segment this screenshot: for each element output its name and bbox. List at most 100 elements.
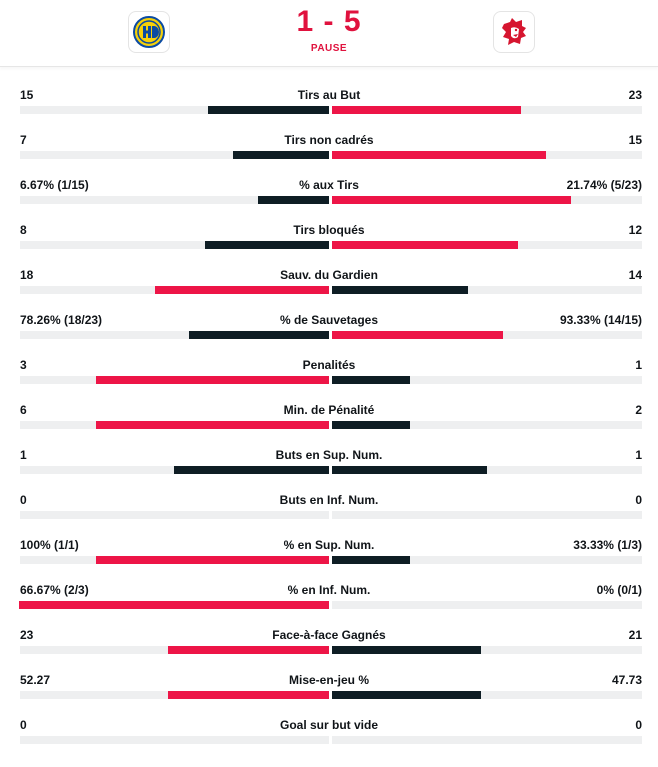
away-stat-value: 93.33% (14/15) xyxy=(559,313,642,327)
home-stat-value: 15 xyxy=(20,88,34,102)
stat-label: % de Sauvetages xyxy=(279,313,379,327)
stat-row: 1 Buts en Sup. Num. 1 xyxy=(0,427,658,474)
away-stat-bar-track xyxy=(332,646,642,654)
home-stat-bar-track xyxy=(19,601,329,609)
home-stat-bar-track xyxy=(20,241,329,249)
away-stat-value: 1 xyxy=(635,358,642,372)
stat-row: 0 Goal sur but vide 0 xyxy=(0,697,658,744)
away-team-logo[interactable] xyxy=(493,11,535,53)
stat-row: 15 Tirs au But 23 xyxy=(0,67,658,114)
home-stat-bar-track xyxy=(20,106,329,114)
away-stat-value: 0% (0/1) xyxy=(596,583,642,597)
home-stat-bar xyxy=(96,556,329,564)
home-stat-value: 7 xyxy=(20,133,27,147)
away-stat-bar-track xyxy=(332,691,642,699)
stat-label: Sauv. du Gardien xyxy=(280,268,378,282)
home-stat-bar xyxy=(208,106,329,114)
home-stat-value: 1 xyxy=(20,448,27,462)
home-stat-bar xyxy=(155,286,329,294)
home-stat-value: 100% (1/1) xyxy=(20,538,79,552)
home-stat-value: 23 xyxy=(20,628,34,642)
hc-davos-crest-icon xyxy=(133,16,165,48)
stat-label: Tirs non cadrés xyxy=(284,133,374,147)
home-stat-value: 6.67% (1/15) xyxy=(20,178,89,192)
home-stat-bar-track xyxy=(20,421,329,429)
away-stat-bar xyxy=(332,241,518,249)
home-stat-bar xyxy=(174,466,329,474)
home-stat-bar xyxy=(19,601,329,609)
away-stat-bar xyxy=(332,646,481,654)
stat-row: 3 Penalités 1 xyxy=(0,337,658,384)
away-stat-value: 14 xyxy=(628,268,642,282)
home-stat-bar xyxy=(233,151,329,159)
home-stat-bar xyxy=(168,691,329,699)
home-stat-bar-track xyxy=(20,646,329,654)
home-stat-bar-track xyxy=(20,736,329,744)
away-stat-value: 12 xyxy=(628,223,642,237)
stat-label: Mise-en-jeu % xyxy=(288,673,369,687)
away-stat-bar-track xyxy=(332,421,642,429)
home-stat-value: 8 xyxy=(20,223,27,237)
away-stat-bar xyxy=(332,106,521,114)
away-stat-bar xyxy=(332,556,410,564)
away-stat-bar xyxy=(332,331,503,339)
home-stat-value: 66.67% (2/3) xyxy=(20,583,89,597)
away-stat-bar-track xyxy=(332,556,642,564)
home-stat-bar-track xyxy=(20,376,329,384)
home-stat-value: 52.27 xyxy=(20,673,51,687)
stat-row: 6 Min. de Pénalité 2 xyxy=(0,382,658,429)
lion-head-icon xyxy=(502,18,526,45)
home-stat-value: 18 xyxy=(20,268,34,282)
away-stat-bar-track xyxy=(332,196,642,204)
away-stat-value: 0 xyxy=(635,718,642,732)
home-stat-bar-track xyxy=(20,286,329,294)
away-stat-bar xyxy=(332,376,410,384)
away-stat-bar xyxy=(332,286,468,294)
away-stat-bar-track xyxy=(332,466,642,474)
stat-row: 100% (1/1) % en Sup. Num. 33.33% (1/3) xyxy=(0,517,658,564)
away-stat-bar-track xyxy=(332,241,642,249)
away-stat-bar-track xyxy=(332,601,642,609)
away-stat-value: 15 xyxy=(628,133,642,147)
home-stat-bar xyxy=(258,196,329,204)
stat-row: 23 Face-à-face Gagnés 21 xyxy=(0,607,658,654)
stat-row: 52.27 Mise-en-jeu % 47.73 xyxy=(0,652,658,699)
stats-list: 15 Tirs au But 23 7 Tirs non cadrés 15 6.67% (… xyxy=(0,67,658,744)
home-stat-value: 0 xyxy=(20,493,27,507)
stat-row: 8 Tirs bloqués 12 xyxy=(0,202,658,249)
stat-label: Buts en Sup. Num. xyxy=(275,448,383,462)
home-team-logo[interactable] xyxy=(128,11,170,53)
home-stat-bar-track xyxy=(20,196,329,204)
home-stat-bar xyxy=(189,331,329,339)
home-stat-bar-track xyxy=(20,331,329,339)
away-stat-bar xyxy=(332,151,546,159)
stat-row: 0 Buts en Inf. Num. 0 xyxy=(0,472,658,519)
stat-label: Goal sur but vide xyxy=(279,718,378,732)
stat-row: 18 Sauv. du Gardien 14 xyxy=(0,247,658,294)
away-stat-bar-track xyxy=(332,376,642,384)
match-score: 1 - 5 xyxy=(296,5,362,38)
home-stat-bar-track xyxy=(20,151,329,159)
stat-row: 78.26% (18/23) % de Sauvetages 93.33% (14/… xyxy=(0,292,658,339)
match-header: 1 - 5 PAUSE xyxy=(0,0,658,67)
away-stat-bar xyxy=(332,196,571,204)
home-stat-bar xyxy=(96,376,329,384)
away-stat-value: 23 xyxy=(628,88,642,102)
stat-label: Tirs au But xyxy=(297,88,361,102)
away-stat-bar xyxy=(332,691,481,699)
match-status: PAUSE xyxy=(310,43,348,54)
away-stat-bar-track xyxy=(332,286,642,294)
stat-label: Tirs bloqués xyxy=(293,223,365,237)
stat-row: 6.67% (1/15) % aux Tirs 21.74% (5/23) xyxy=(0,157,658,204)
away-stat-bar-track xyxy=(332,106,642,114)
home-stat-bar xyxy=(96,421,329,429)
away-stat-bar-track xyxy=(332,736,642,744)
home-stat-value: 3 xyxy=(20,358,27,372)
away-stat-value: 47.73 xyxy=(611,673,642,687)
stat-label: Buts en Inf. Num. xyxy=(279,493,379,507)
home-stat-bar-track xyxy=(20,466,329,474)
away-stat-value: 21.74% (5/23) xyxy=(566,178,642,192)
away-stat-bar-track xyxy=(332,331,642,339)
stat-label: % aux Tirs xyxy=(299,178,359,192)
stat-label: % en Inf. Num. xyxy=(287,583,371,597)
